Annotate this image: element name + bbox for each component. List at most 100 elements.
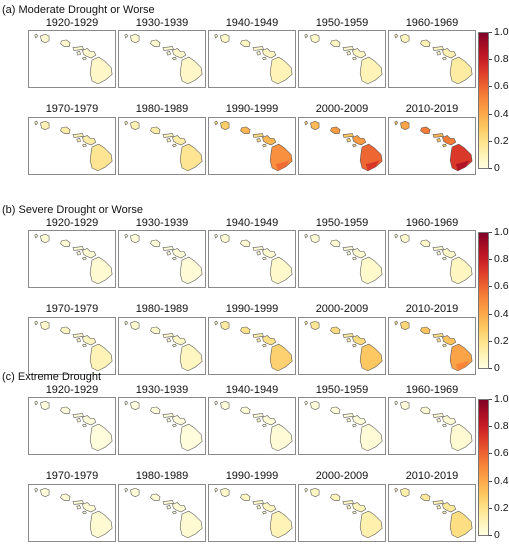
maui-island (352, 502, 367, 513)
kahoolawe-island (262, 143, 267, 148)
colorbar-tick-mark (489, 86, 492, 87)
hawaii-map (124, 233, 203, 285)
lanai-island (436, 504, 441, 510)
decade-map-panel (208, 230, 296, 288)
decade-map-panel (118, 117, 206, 175)
hawaii-island (359, 423, 383, 452)
hawaii-map (124, 120, 203, 172)
maui-island (352, 248, 367, 259)
oahu-island (150, 493, 161, 501)
hawaii-map (34, 120, 113, 172)
drought-hotspot (455, 160, 470, 171)
decade-label: 1990-1999 (225, 303, 279, 315)
niihau-island (214, 320, 218, 326)
decade-label: 1960-1969 (405, 217, 459, 229)
kauai-island (400, 33, 410, 44)
niihau-island (394, 320, 398, 326)
decade-map-panel (388, 30, 476, 88)
niihau-island (34, 120, 38, 126)
kahoolawe-island (442, 256, 447, 261)
lanai-island (436, 417, 441, 423)
colorbar-tick-mark (489, 453, 492, 454)
decade-label: 2000-2009 (315, 303, 369, 315)
niihau-island (304, 400, 308, 406)
kahoolawe-island (352, 423, 357, 428)
oahu-island (150, 126, 161, 134)
colorbar-tick-label: 0.6 (494, 280, 509, 292)
colorbar-tick-label: 0.2 (494, 135, 509, 147)
decade-label: 1940-1949 (225, 17, 279, 29)
niihau-island (34, 33, 38, 39)
hawaii-map (34, 487, 113, 539)
kahoolawe-island (262, 343, 267, 348)
hawaii-map (304, 487, 383, 539)
maui-island (442, 502, 457, 513)
lanai-island (166, 417, 171, 423)
maui-island (82, 48, 97, 59)
maui-island (262, 415, 277, 426)
kahoolawe-island (82, 423, 87, 428)
kauai-island (310, 320, 320, 331)
lanai-island (76, 50, 81, 56)
kauai-island (130, 320, 140, 331)
niihau-island (124, 233, 128, 239)
hawaii-map (214, 233, 293, 285)
lanai-island (76, 417, 81, 423)
decade-label: 1980-1989 (135, 470, 189, 482)
kauai-island (130, 400, 140, 411)
hawaii-island (359, 343, 383, 372)
colorbar-tick-label: 0 (494, 529, 500, 541)
lanai-island (166, 504, 171, 510)
decade-map-panel (208, 117, 296, 175)
colorbar-tick-label: 0.6 (494, 447, 509, 459)
kahoolawe-island (442, 56, 447, 61)
decade-map-panel (388, 484, 476, 542)
maui-island (442, 415, 457, 426)
colorbar-tick-label: 0.8 (494, 253, 509, 265)
colorbar-tick-mark (489, 314, 492, 315)
decade-map-panel (298, 397, 386, 455)
oahu-island (330, 239, 341, 247)
decade-map-panel (28, 397, 116, 455)
maui-island (82, 502, 97, 513)
lanai-island (166, 250, 171, 256)
hawaii-map (34, 233, 113, 285)
hawaii-map (34, 320, 113, 372)
oahu-island (60, 326, 71, 334)
drought-hotspot (455, 360, 470, 371)
decade-map-panel (208, 397, 296, 455)
decade-label: 1970-1979 (45, 303, 99, 315)
oahu-island (420, 493, 431, 501)
kahoolawe-island (172, 256, 177, 261)
kahoolawe-island (442, 510, 447, 515)
niihau-island (214, 120, 218, 126)
kahoolawe-island (442, 343, 447, 348)
hawaii-map (394, 487, 473, 539)
maui-island (442, 248, 457, 259)
kahoolawe-island (82, 510, 87, 515)
colorbar-tick-mark (489, 59, 492, 60)
hawaii-island (179, 256, 203, 285)
niihau-island (124, 400, 128, 406)
maui-island (352, 335, 367, 346)
lanai-island (346, 137, 351, 143)
decade-map-panel (28, 30, 116, 88)
molokai-island (342, 46, 354, 51)
decade-map-panel (28, 117, 116, 175)
colorbar-tick-label: 0.4 (494, 108, 509, 120)
kauai-island (220, 120, 230, 131)
decade-map-panel (28, 230, 116, 288)
decade-label: 1930-1939 (135, 217, 189, 229)
maui-island (442, 48, 457, 59)
decade-label: 1930-1939 (135, 17, 189, 29)
hawaii-island (449, 256, 473, 285)
decade-map-panel (388, 117, 476, 175)
kauai-island (400, 320, 410, 331)
section-title: (a) Moderate Drought or Worse (2, 4, 155, 16)
colorbar-tick-mark (489, 481, 492, 482)
niihau-island (304, 320, 308, 326)
decade-label: 1970-1979 (45, 103, 99, 115)
maui-island (172, 135, 187, 146)
maui-island (262, 248, 277, 259)
maui-island (442, 135, 457, 146)
